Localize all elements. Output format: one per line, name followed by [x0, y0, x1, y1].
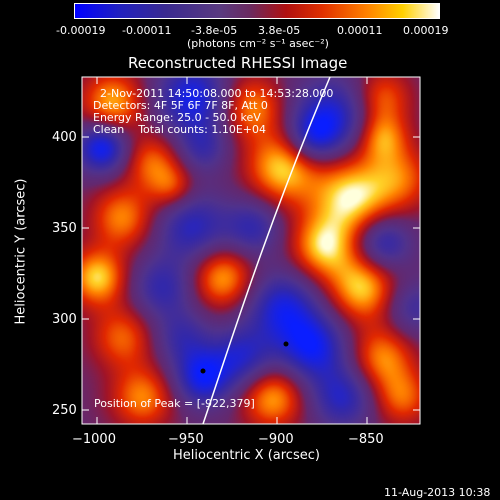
info-detectors: Detectors: 4F 5F 6F 7F 8F, Att 0 — [93, 99, 268, 112]
peak-marker-2 — [200, 368, 206, 374]
x-tick-label-3: −900 — [258, 432, 294, 447]
colorbar-tick-2: -0.00011 — [122, 24, 172, 37]
y-tick-label-1: 250 — [52, 403, 77, 418]
x-tick-label-4: −850 — [348, 432, 384, 447]
y-ticks — [82, 136, 420, 411]
footer-date: 11-Aug-2013 10:38 — [384, 486, 491, 499]
limb-curve — [202, 76, 331, 425]
colorbar-tick-6: 0.00019 — [403, 24, 449, 37]
y-tick-label-4: 400 — [52, 130, 77, 145]
info-time: 2-Nov-2011 14:50:08.000 to 14:53:28.000 — [100, 87, 334, 100]
info-clean: Clean Total counts: 1.10E+04 — [93, 123, 267, 136]
colorbar-tick-5: 0.00011 — [337, 24, 383, 37]
x-tick-label-2: −950 — [168, 432, 204, 447]
peak-markers — [200, 341, 289, 374]
colorbar-unit: (photons cm⁻² s⁻¹ asec⁻²) — [187, 37, 329, 50]
info-energy: Energy Range: 25.0 - 50.0 keV — [93, 111, 261, 124]
plot-frame — [81, 76, 421, 425]
y-axis-label: Heliocentric Y (arcsec) — [13, 178, 29, 325]
peak-marker-1 — [283, 341, 289, 347]
x-axis-label: Heliocentric X (arcsec) — [173, 448, 320, 463]
rhessi-image — [82, 77, 420, 424]
y-tick-label-3: 350 — [52, 221, 77, 236]
x-ticks — [96, 77, 368, 424]
colorbar — [74, 3, 440, 19]
colorbar-tick-3: -3.8e-05 — [191, 24, 238, 37]
x-tick-label-1: −1000 — [72, 432, 116, 447]
colorbar-tick-1: -0.00019 — [56, 24, 106, 37]
plot-title: Reconstructed RHESSI Image — [128, 54, 348, 72]
info-peak: Position of Peak = [-922,379] — [94, 397, 255, 410]
colorbar-tick-4: 3.8e-05 — [258, 24, 301, 37]
y-tick-label-2: 300 — [52, 312, 77, 327]
